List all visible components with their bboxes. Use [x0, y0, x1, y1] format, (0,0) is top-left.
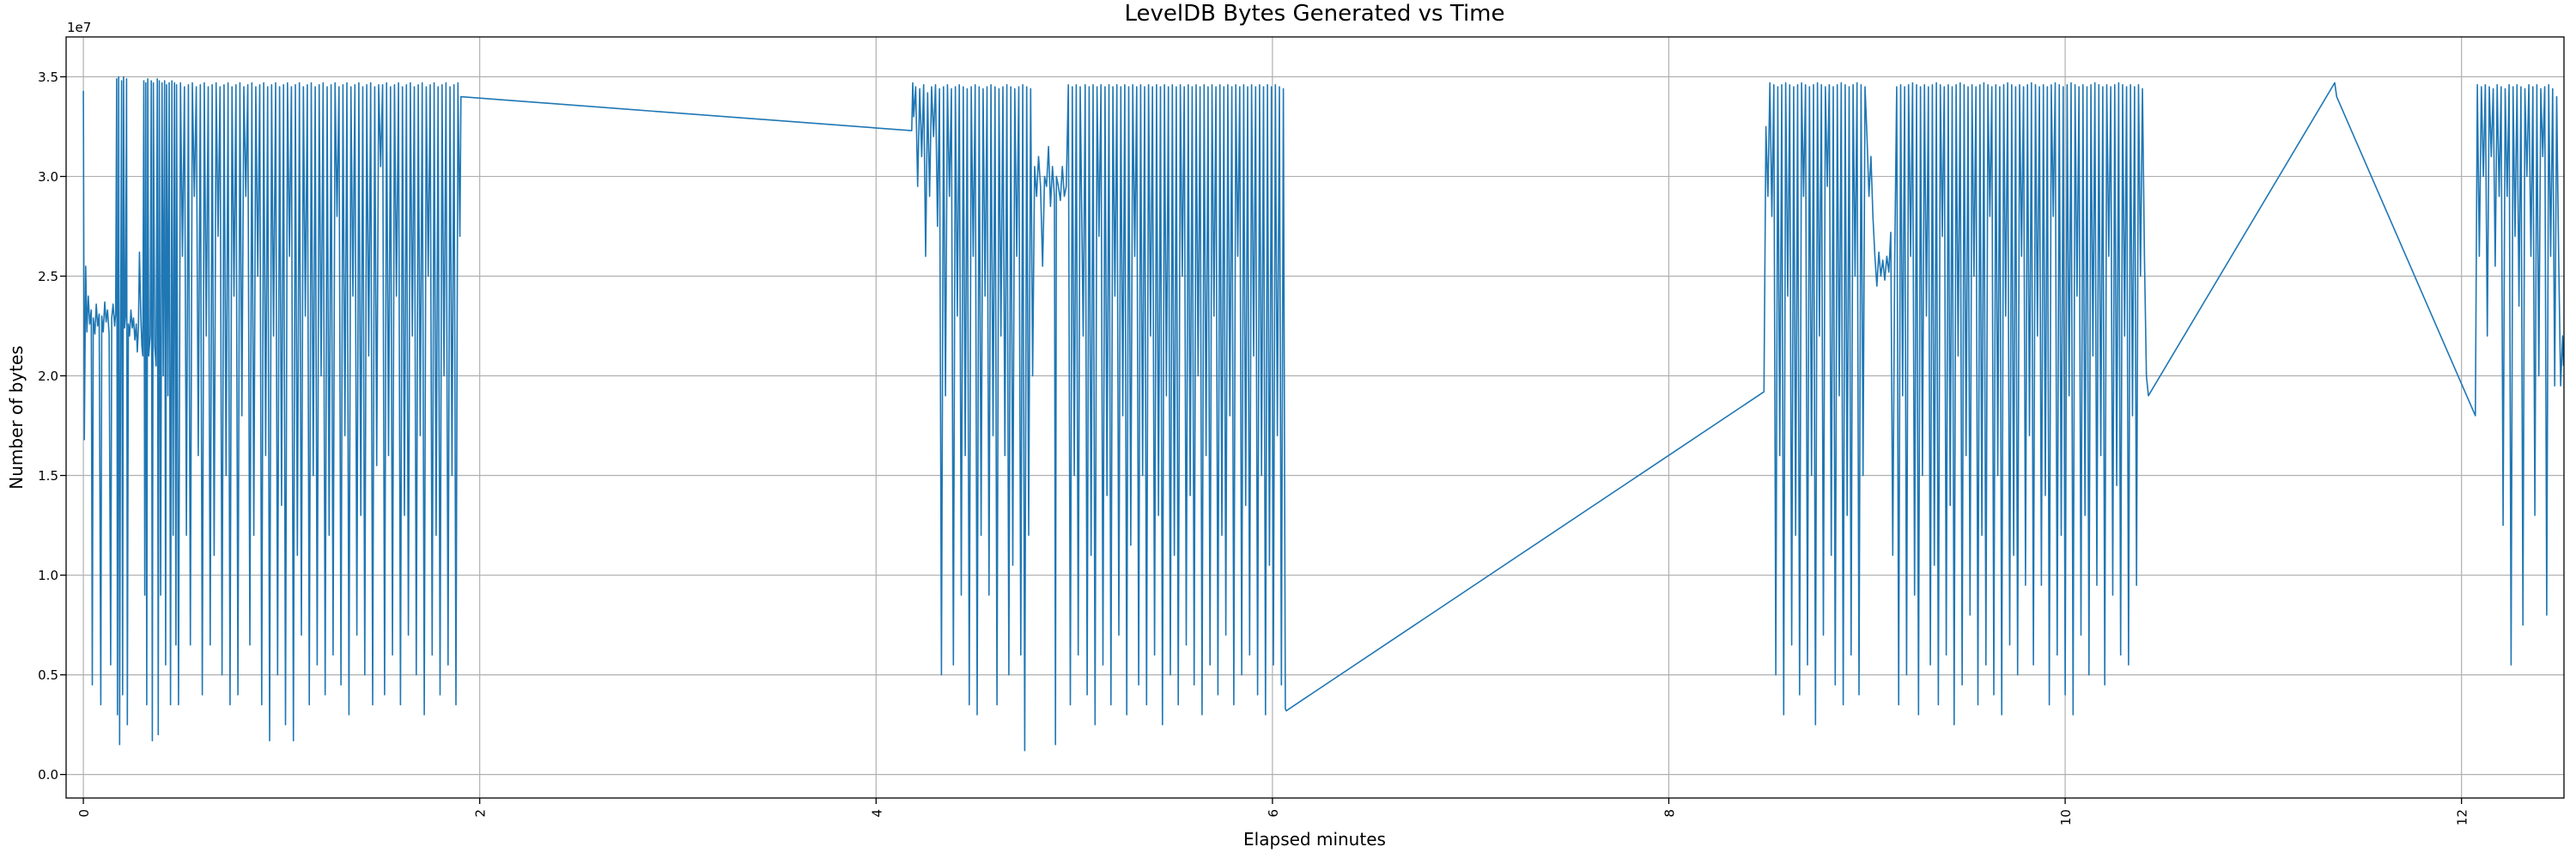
x-tick-labels: 0 2 4 6 8 10 12	[76, 809, 2470, 825]
x-tick-label: 8	[1662, 809, 1677, 818]
y-tick-label: 3.5	[38, 70, 58, 85]
x-tick-label: 6	[1266, 809, 1281, 818]
y-tick-label: 1.5	[38, 468, 58, 484]
y-tick-label: 0.0	[38, 767, 58, 783]
y-offset-label: 1e7	[67, 20, 91, 35]
tick-marks	[60, 76, 2463, 804]
grid	[66, 37, 2564, 798]
y-tick-labels: 0.0 0.5 1.0 1.5 2.0 2.5 3.0 3.5	[38, 70, 58, 783]
y-tick-label: 3.0	[38, 169, 58, 185]
x-tick-label: 0	[76, 809, 92, 818]
x-tick-label: 10	[2058, 809, 2074, 825]
x-tick-label: 2	[473, 809, 489, 818]
chart-title: LevelDB Bytes Generated vs Time	[1124, 1, 1504, 27]
x-axis-label: Elapsed minutes	[1243, 829, 1386, 850]
y-tick-label: 1.0	[38, 568, 58, 583]
x-tick-label: 12	[2455, 809, 2470, 825]
axes-frame	[65, 36, 2565, 799]
y-tick-label: 2.0	[38, 369, 58, 384]
y-tick-label: 2.5	[38, 269, 58, 284]
x-tick-label: 4	[869, 809, 884, 818]
y-axis-label: Number of bytes	[6, 345, 27, 489]
y-tick-label: 0.5	[38, 667, 58, 683]
series-path-leveldb_bytes_generated	[82, 76, 2564, 752]
series-line	[82, 76, 2564, 752]
